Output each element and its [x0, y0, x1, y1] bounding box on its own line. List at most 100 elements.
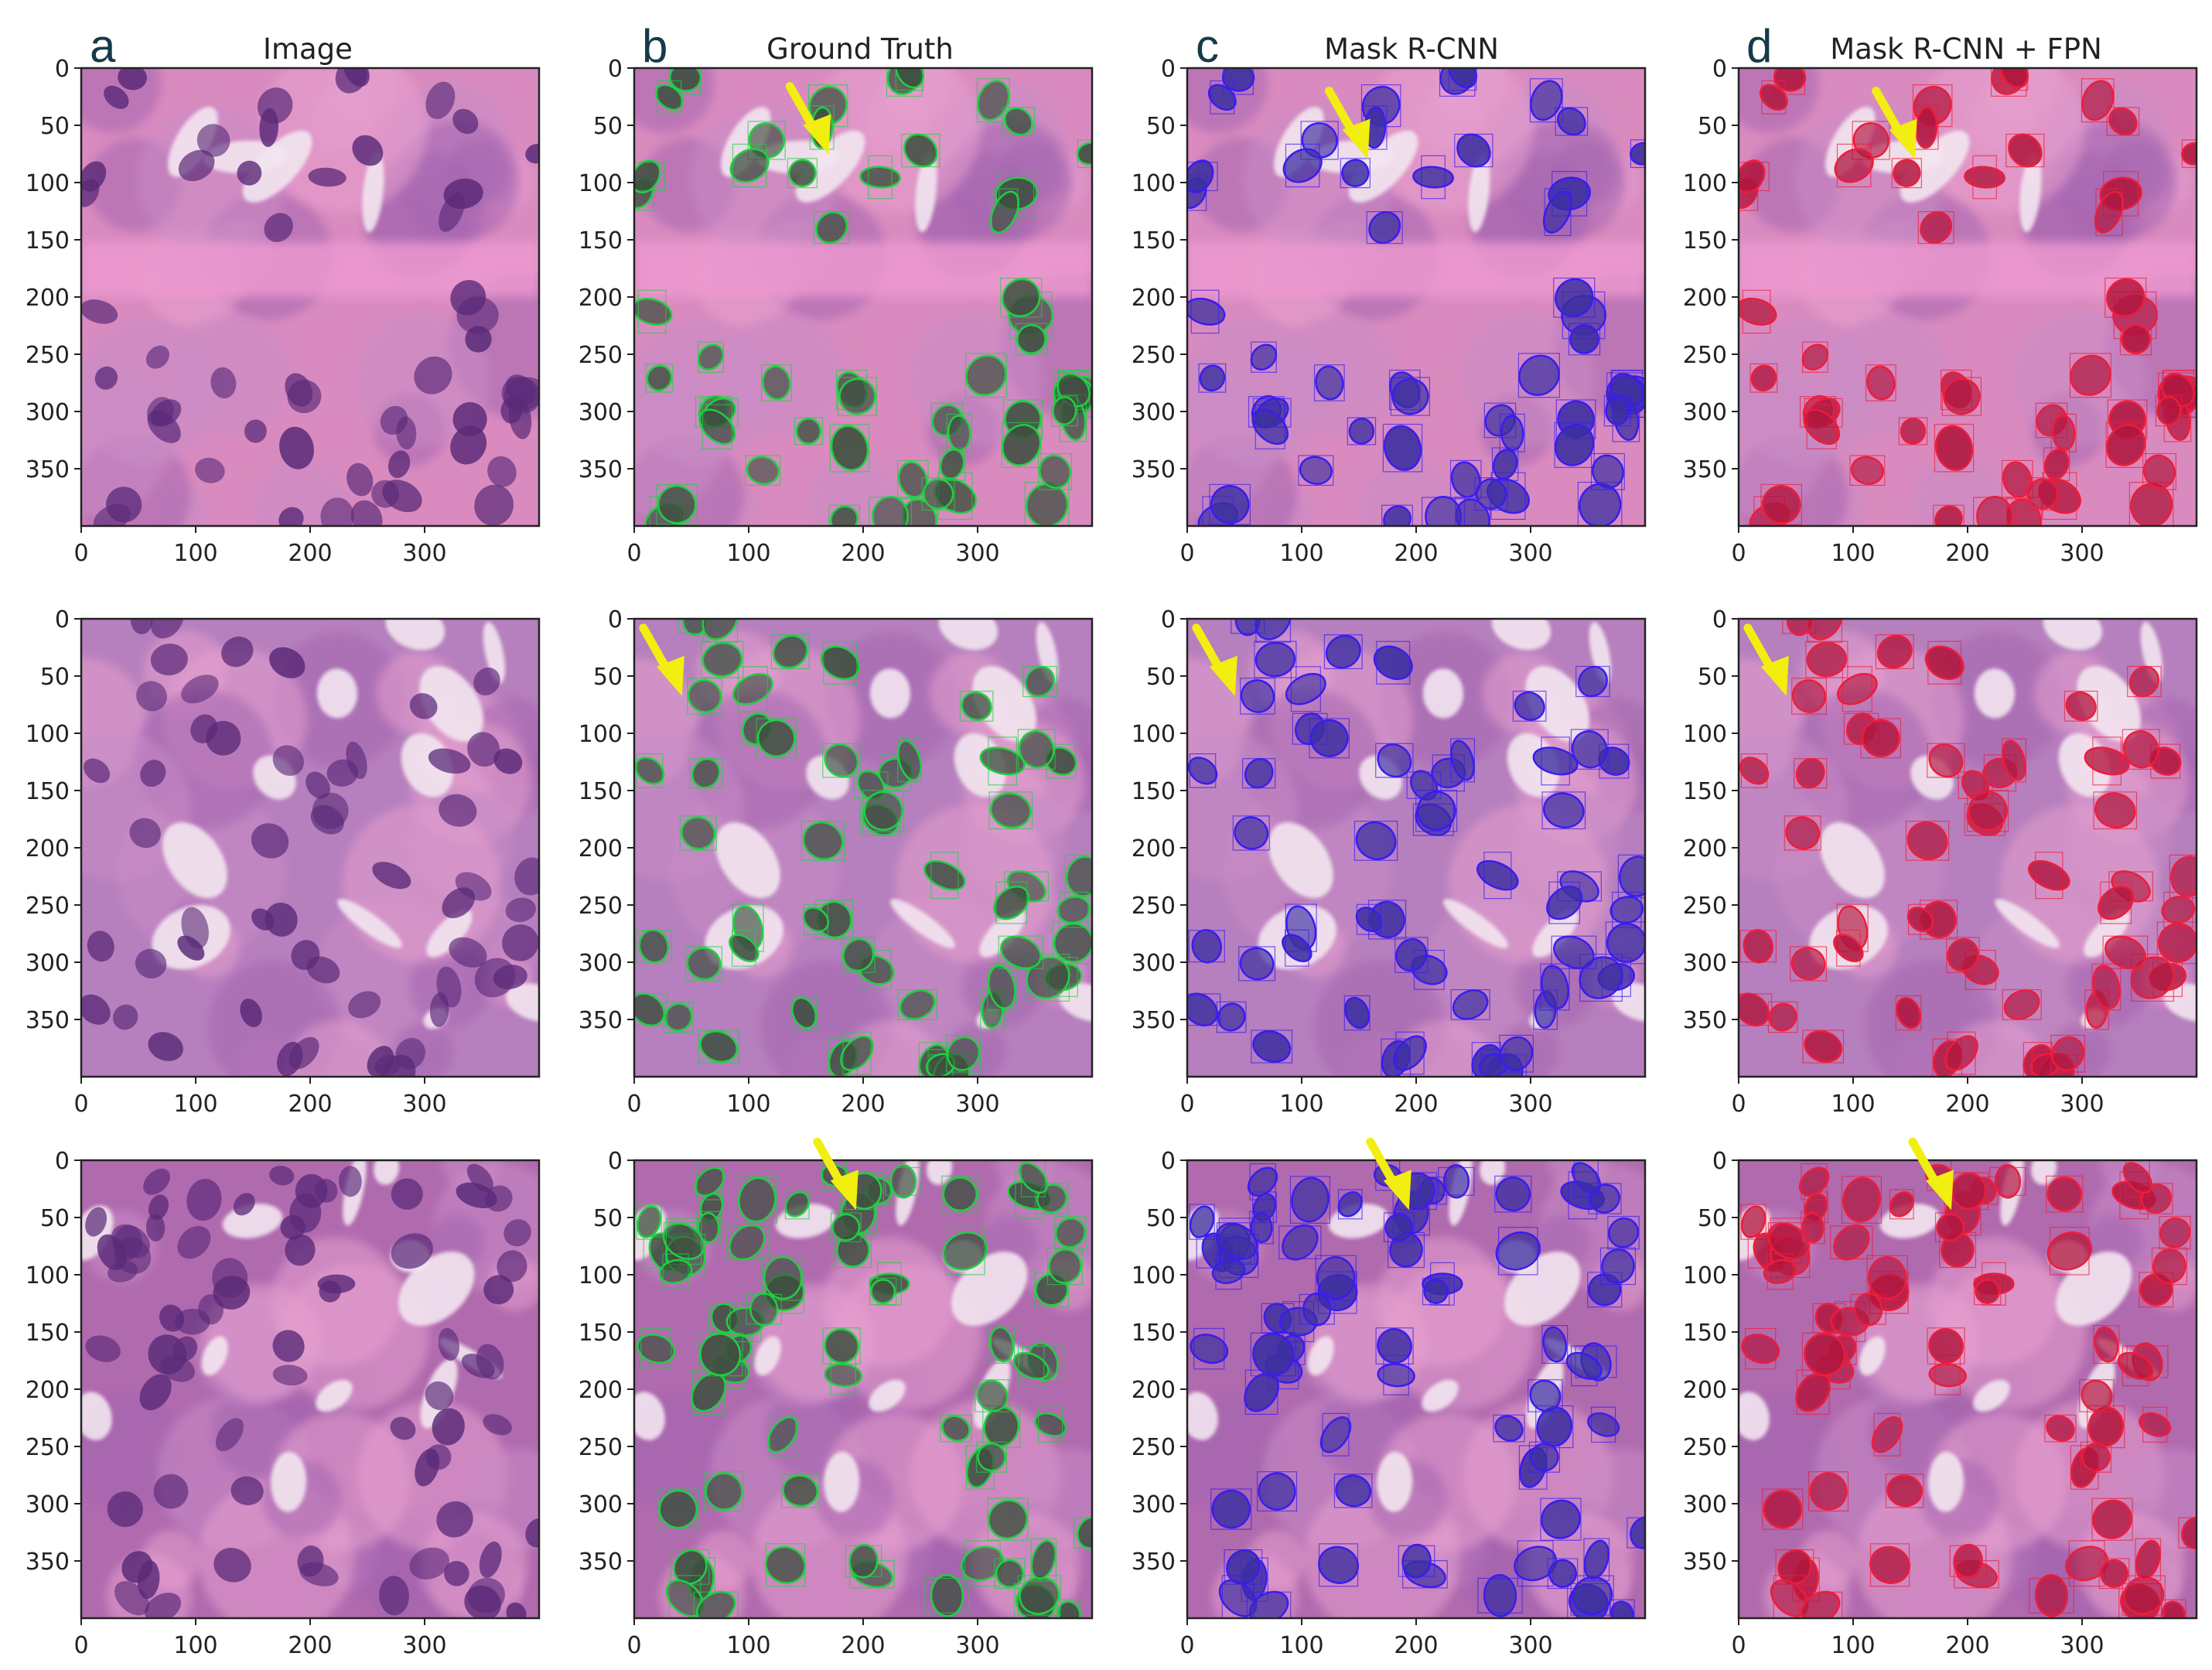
panel-r3-c: 0 100 200 300 0 50 100 150 200 250 300 350: [1132, 1137, 1647, 1659]
y-tick-label: 0: [1161, 606, 1176, 634]
y-tick-label: 250: [26, 893, 70, 920]
x-tick-label: 100: [726, 1632, 770, 1659]
y-tick-label: 50: [1146, 113, 1176, 140]
x-tick-label: 100: [173, 540, 217, 567]
panel-r3-b: 0 100 200 300 0 50 100 150 200 250 300 350: [579, 1137, 1094, 1659]
yellow-arrow-icon: [1366, 1137, 1412, 1211]
y-tick-label: 300: [1132, 1491, 1176, 1518]
x-tick-label: 100: [726, 1091, 770, 1118]
column-title-2: Mask R-CNN: [1324, 32, 1499, 66]
y-tick-label: 100: [26, 721, 70, 748]
histology-image: [81, 1160, 539, 1618]
y-tick-label: 50: [1698, 1205, 1727, 1232]
panel-letter-c: c: [1196, 20, 1219, 72]
y-tick-label: 350: [1132, 1549, 1176, 1576]
y-tick-label: 300: [26, 1491, 70, 1518]
x-tick-label: 100: [1279, 1091, 1323, 1118]
y-tick-label: 150: [579, 1320, 623, 1347]
y-tick-label: 50: [1146, 664, 1176, 691]
x-tick-label: 100: [1279, 540, 1323, 567]
y-tick-label: 50: [40, 113, 70, 140]
y-tick-label: 350: [579, 1007, 623, 1034]
x-tick-label: 200: [1945, 1091, 1989, 1118]
y-tick-label: 150: [579, 227, 623, 254]
x-tick-label: 0: [1731, 1632, 1746, 1659]
y-tick-label: 300: [26, 399, 70, 426]
yellow-arrow-icon: [1872, 87, 1917, 159]
x-tick-label: 0: [626, 1091, 641, 1118]
y-tick-label: 100: [1683, 1262, 1727, 1289]
x-tick-label: 100: [1831, 1632, 1875, 1659]
yellow-arrow-icon: [785, 82, 831, 155]
panel-r3-a: 0 100 200 300 0 50 100 150 200 250 300 350: [26, 1148, 541, 1659]
y-tick-label: 150: [1683, 227, 1727, 254]
y-tick-label: 50: [40, 664, 70, 691]
y-tick-label: 100: [1132, 721, 1176, 748]
y-tick-label: 100: [1683, 721, 1727, 748]
y-tick-label: 200: [1132, 1377, 1176, 1404]
y-tick-label: 150: [1132, 227, 1176, 254]
x-tick-label: 100: [726, 540, 770, 567]
histology-image: [1739, 1160, 2197, 1618]
y-tick-label: 250: [1683, 893, 1727, 920]
histology-image: [81, 619, 539, 1077]
x-tick-label: 100: [1831, 1091, 1875, 1118]
y-tick-label: 350: [1683, 456, 1727, 483]
y-tick-label: 300: [579, 950, 623, 977]
panel-letter-d: d: [1746, 20, 1772, 72]
y-tick-label: 350: [1132, 456, 1176, 483]
y-tick-label: 50: [1698, 113, 1727, 140]
histology-image: [634, 619, 1092, 1077]
column-title-1: Ground Truth: [766, 32, 954, 66]
y-tick-label: 300: [579, 399, 623, 426]
y-tick-label: 200: [1132, 285, 1176, 312]
y-tick-label: 350: [26, 1007, 70, 1034]
panel-letter-a: a: [90, 20, 116, 72]
panel-r1-d: 0 100 200 300 0 50 100 150 200 250 300 350: [1683, 56, 2198, 567]
y-tick-label: 100: [1132, 170, 1176, 197]
y-tick-label: 350: [26, 1549, 70, 1576]
y-tick-label: 150: [26, 1320, 70, 1347]
y-tick-label: 350: [1683, 1007, 1727, 1034]
x-tick-label: 300: [2060, 1632, 2104, 1659]
x-tick-label: 200: [288, 1091, 332, 1118]
x-tick-label: 200: [1394, 1632, 1438, 1659]
y-tick-label: 350: [1683, 1549, 1727, 1576]
y-tick-label: 100: [26, 1262, 70, 1289]
y-tick-label: 0: [608, 56, 623, 83]
x-tick-label: 300: [955, 1091, 999, 1118]
yellow-arrow-icon: [1325, 87, 1371, 159]
yellow-arrow-icon: [1908, 1137, 1954, 1211]
y-tick-label: 100: [579, 170, 623, 197]
y-tick-label: 200: [26, 835, 70, 862]
y-tick-label: 50: [1146, 1205, 1176, 1232]
y-tick-label: 250: [579, 1434, 623, 1461]
panel-letter-b: b: [642, 20, 667, 72]
y-tick-label: 200: [1132, 835, 1176, 862]
x-tick-label: 300: [1508, 540, 1552, 567]
x-tick-label: 100: [1279, 1632, 1323, 1659]
y-tick-label: 200: [579, 285, 623, 312]
x-tick-label: 0: [626, 1632, 641, 1659]
y-tick-label: 0: [55, 606, 70, 634]
y-tick-label: 300: [26, 950, 70, 977]
y-tick-label: 200: [1683, 285, 1727, 312]
x-tick-label: 200: [288, 1632, 332, 1659]
histology-image: [1187, 619, 1645, 1077]
x-tick-label: 0: [626, 540, 641, 567]
y-tick-label: 300: [1683, 399, 1727, 426]
y-tick-label: 200: [26, 1377, 70, 1404]
panel-r3-d: 0 100 200 300 0 50 100 150 200 250 300 350: [1683, 1137, 2198, 1659]
panel-r2-b: 0 100 200 300 0 50 100 150 200 250 300 350: [579, 606, 1094, 1118]
y-tick-label: 250: [1132, 342, 1176, 369]
x-tick-label: 200: [1945, 540, 1989, 567]
panel-r1-c: 0 100 200 300 0 50 100 150 200 250 300 350: [1132, 56, 1647, 567]
histology-image: [1187, 68, 1645, 526]
x-tick-label: 200: [841, 1632, 885, 1659]
y-tick-label: 200: [1683, 1377, 1727, 1404]
x-tick-label: 200: [1945, 1632, 1989, 1659]
y-tick-label: 50: [593, 664, 623, 691]
y-tick-label: 100: [1132, 1262, 1176, 1289]
y-tick-label: 250: [579, 342, 623, 369]
